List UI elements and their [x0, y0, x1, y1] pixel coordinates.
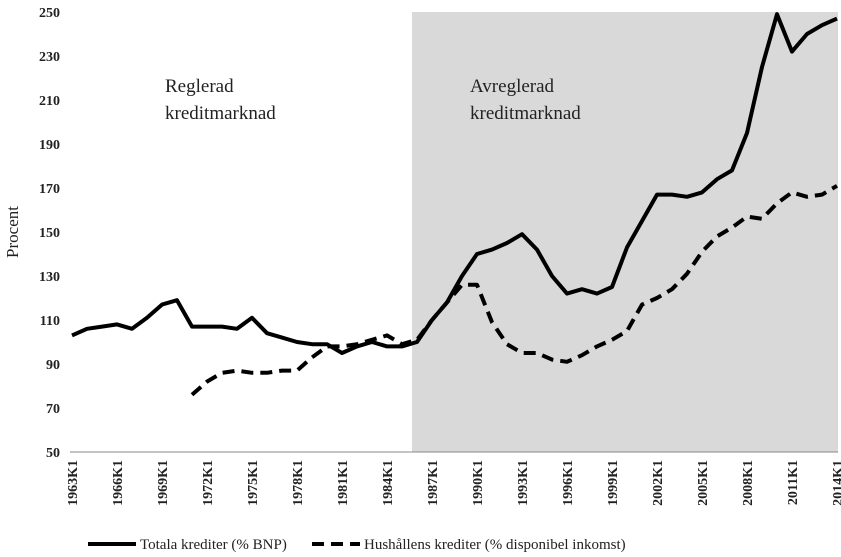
x-tick-label: 2014K1	[831, 460, 841, 506]
x-tick-label: 1978K1	[291, 460, 306, 506]
data-line	[190, 184, 839, 397]
x-tick-label: 1963K1	[66, 460, 81, 506]
y-tick-label: 70	[46, 402, 60, 417]
y-tick-label: 170	[39, 182, 60, 197]
x-tick-label: 1966K1	[111, 460, 126, 506]
annotation: kreditmarknad	[165, 103, 276, 124]
y-tick-label: 50	[46, 446, 60, 461]
y-tick-label: 190	[39, 138, 60, 153]
x-tick-label: 1999K1	[606, 460, 621, 506]
x-tick-label: 2011K1	[786, 460, 801, 505]
y-tick-label: 250	[39, 6, 60, 21]
y-tick-label: 110	[40, 314, 60, 329]
y-tick-label: 150	[39, 226, 60, 241]
x-tick-label: 2002K1	[651, 460, 666, 506]
y-tick-label: 90	[46, 358, 60, 373]
data-line	[71, 12, 838, 355]
y-tick-label: 130	[39, 270, 60, 285]
annotation: Avreglerad	[470, 76, 555, 97]
y-axis-label: Procent	[3, 206, 22, 258]
y-tick-label: 230	[39, 50, 60, 65]
x-tick-label: 2008K1	[741, 460, 756, 506]
shaded-region	[412, 12, 838, 452]
x-tick-label: 1975K1	[246, 460, 261, 506]
x-tick-label: 2005K1	[696, 460, 711, 506]
x-tick-label: 1984K1	[381, 460, 396, 506]
x-tick-label: 1969K1	[156, 460, 171, 506]
x-tick-label: 1990K1	[471, 460, 486, 506]
x-tick-label: 1972K1	[201, 460, 216, 506]
x-tick-label: 1987K1	[426, 460, 441, 506]
x-tick-label: 1993K1	[516, 460, 531, 506]
legend-label: Totala krediter (% BNP)	[140, 537, 287, 553]
annotation: kreditmarknad	[470, 103, 581, 124]
annotation: Reglerad	[165, 76, 234, 97]
y-tick-label: 210	[39, 94, 60, 109]
legend-label: Hushållens krediter (% disponibel inkoms…	[364, 537, 626, 553]
x-tick-label: 1981K1	[336, 460, 351, 506]
x-tick-label: 1996K1	[561, 460, 576, 506]
